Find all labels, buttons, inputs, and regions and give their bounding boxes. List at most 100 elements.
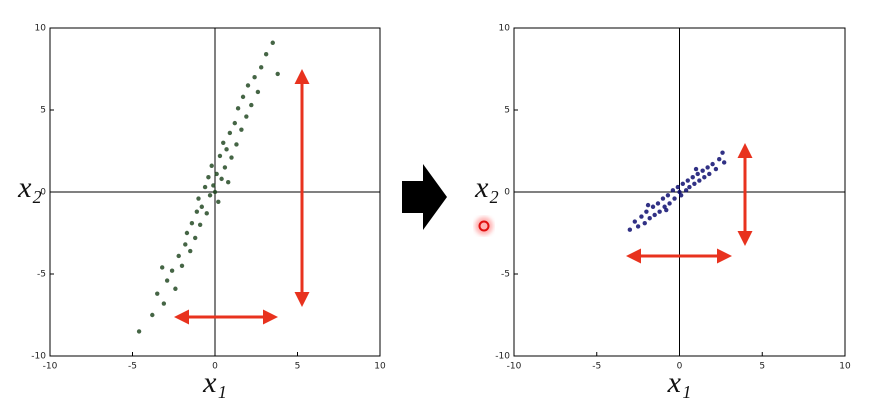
point — [150, 312, 155, 318]
annotations — [174, 69, 753, 325]
point — [229, 155, 234, 160]
point — [665, 193, 671, 198]
point — [197, 222, 203, 227]
point — [216, 199, 221, 205]
point — [235, 106, 241, 111]
point — [160, 265, 165, 270]
y-axis-label: x₂ — [17, 171, 42, 204]
point — [700, 168, 705, 173]
y-tick-label: -10 — [495, 352, 510, 362]
point — [161, 301, 167, 306]
scatter-panel: -10 -5 0 5 10 -10 -5 0 5 10 x₁ x₂ — [17, 24, 386, 399]
y-axis-label: x₂ — [474, 171, 499, 204]
y-tick-label: -5 — [501, 270, 510, 280]
point — [179, 263, 185, 268]
point — [639, 214, 644, 219]
point — [642, 220, 647, 226]
point — [136, 329, 142, 334]
x-tick-label: 5 — [759, 362, 765, 372]
point — [683, 188, 689, 193]
point — [207, 193, 213, 198]
point — [692, 181, 697, 186]
point — [693, 166, 699, 172]
y-tick-label: -10 — [31, 352, 46, 362]
point — [227, 130, 233, 136]
point — [204, 211, 209, 216]
point — [249, 102, 254, 108]
y-tick-label: 5 — [40, 106, 46, 116]
x-tick-label: -10 — [507, 362, 522, 372]
point — [245, 83, 251, 88]
point — [690, 175, 695, 180]
point — [255, 89, 261, 95]
cursor-glow — [475, 217, 493, 235]
point — [173, 286, 178, 291]
point — [226, 179, 231, 185]
y-tick-label: 10 — [499, 24, 511, 34]
point — [657, 209, 662, 214]
x-tick-label: -5 — [592, 362, 601, 372]
point — [644, 209, 649, 214]
point — [169, 268, 175, 273]
point — [239, 127, 244, 132]
point — [677, 189, 682, 195]
x-tick-label: 0 — [212, 362, 218, 372]
point — [675, 184, 681, 190]
point — [164, 278, 170, 283]
point — [710, 161, 715, 167]
point — [697, 178, 702, 183]
point — [650, 204, 656, 209]
point — [687, 184, 692, 190]
cursor — [478, 220, 490, 232]
x-tick-label: 10 — [374, 362, 386, 372]
point — [252, 75, 257, 80]
point — [222, 165, 228, 170]
x-tick-label: 10 — [839, 362, 851, 372]
y-tick-label: 0 — [40, 188, 46, 198]
point — [214, 171, 219, 177]
point — [680, 181, 686, 186]
scatter-panel: -10 -5 0 5 10 -10 -5 0 5 10 x₁ x₂ — [474, 24, 851, 399]
point — [667, 201, 672, 206]
point — [670, 188, 676, 193]
point — [196, 196, 201, 201]
point — [664, 207, 669, 213]
point — [211, 183, 216, 188]
transform-arrow — [402, 164, 447, 230]
point — [244, 114, 249, 119]
point — [155, 291, 160, 296]
point — [627, 227, 633, 232]
point — [176, 253, 181, 259]
point — [206, 175, 211, 180]
point — [702, 175, 707, 180]
point — [189, 220, 195, 226]
point — [217, 153, 223, 159]
point — [655, 201, 661, 206]
point — [635, 224, 641, 229]
point — [183, 242, 188, 247]
point — [713, 166, 719, 172]
point — [193, 235, 198, 241]
x-tick-label: 0 — [677, 362, 683, 372]
y-tick-label: -5 — [37, 270, 46, 280]
x-tick-label: 5 — [295, 362, 301, 372]
point — [270, 40, 275, 45]
y-tick-label: 10 — [35, 24, 47, 34]
x-axis-label: x₁ — [202, 366, 227, 399]
point — [672, 196, 677, 201]
point — [209, 163, 214, 168]
point — [647, 216, 652, 221]
point — [188, 248, 193, 254]
point — [721, 160, 727, 165]
point — [224, 147, 229, 152]
point — [632, 219, 638, 224]
point — [219, 176, 224, 182]
x-tick-label: -10 — [43, 362, 58, 372]
point — [259, 65, 264, 70]
point — [232, 120, 237, 126]
point — [212, 189, 218, 195]
point — [234, 142, 239, 147]
point — [184, 230, 190, 236]
point — [660, 196, 666, 201]
point — [194, 209, 200, 214]
